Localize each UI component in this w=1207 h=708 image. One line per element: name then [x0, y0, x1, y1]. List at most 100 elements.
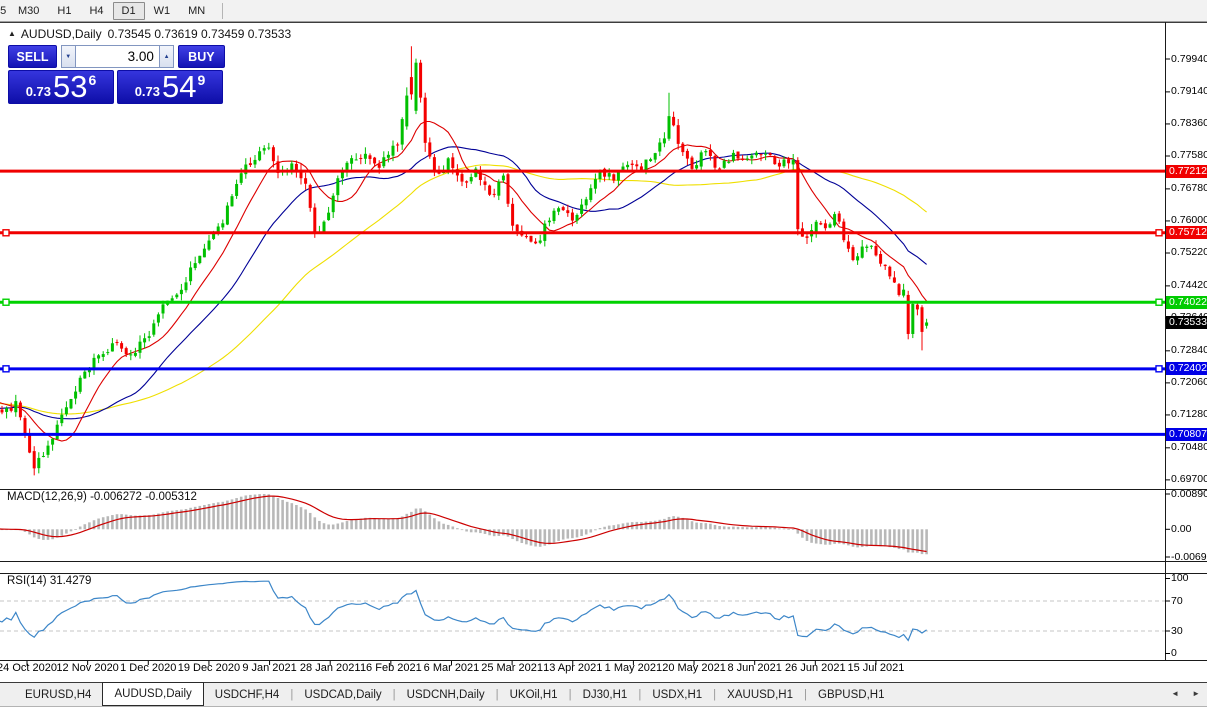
volume-increment-button[interactable]: ▲ [158, 45, 175, 68]
tab-separator: | [713, 688, 717, 701]
chart-canvas[interactable] [0, 22, 1207, 666]
rsi-line [0, 580, 927, 642]
date-label: 28 Jan 2021 [299, 662, 361, 674]
tab-ukoil-h1[interactable]: UKOil,H1 [509, 688, 558, 701]
hline-handle[interactable] [2, 229, 10, 237]
tab-usdx-h1[interactable]: USDX,H1 [652, 688, 703, 701]
price-tick-label: 0.78360 [1171, 117, 1207, 130]
sell-price-pips: 53 [53, 69, 88, 104]
tab-scroll-right-icon[interactable]: ► [1192, 689, 1200, 698]
price-tick-label: 0.72840 [1171, 344, 1207, 357]
buy-button[interactable]: BUY [177, 45, 225, 68]
chart-title: ▲ AUDUSD,Daily 0.73545 0.73619 0.73459 0.7… [8, 27, 291, 41]
sell-button[interactable]: SELL [8, 45, 58, 68]
timeframe-toolbar: M5 M30 H1 H4 D1 W1 MN [0, 0, 1207, 22]
date-label: 20 May 2021 [662, 662, 726, 674]
price-tag-0.73533: 0.73533 [1166, 315, 1207, 329]
one-click-trade-panel: SELL ▼ ▲ BUY 0.73 53 6 0.73 54 9 [8, 45, 225, 104]
ma-line-25 [0, 146, 927, 420]
price-tick-label: 0.75220 [1171, 246, 1207, 259]
buy-price-box[interactable]: 0.73 54 9 [117, 70, 223, 104]
price-tick-label: 0.77580 [1171, 149, 1207, 162]
macd-scale-label: 0.008903 [1171, 487, 1207, 500]
hline-handle[interactable] [2, 298, 10, 306]
timeframe-mn[interactable]: MN [188, 4, 206, 17]
chart-symbol-label: AUDUSD,Daily [20, 27, 102, 41]
rsi-scale-label: 70 [1171, 594, 1183, 607]
price-tag-0.72402: 0.72402 [1166, 362, 1207, 376]
price-tag-0.75712: 0.75712 [1166, 226, 1207, 240]
tab-scroll-nav: ◄ ► [1171, 682, 1200, 705]
ma-line-55 [0, 164, 927, 415]
hline-handle[interactable] [1155, 298, 1163, 306]
price-tick-label: 0.69700 [1171, 473, 1207, 486]
volume-input[interactable] [75, 45, 159, 68]
date-label: 25 Mar 2021 [481, 662, 543, 674]
timeframe-m30[interactable]: M30 [18, 4, 40, 17]
sell-price-prefix: 0.73 [25, 84, 52, 99]
tab-separator: | [638, 688, 642, 701]
rsi-layer [0, 580, 1165, 642]
tab-usdchf-h4[interactable]: USDCHF,H4 [214, 688, 280, 701]
price-tick-label: 0.79940 [1171, 52, 1207, 65]
buy-price-pips: 54 [162, 69, 197, 104]
tab-scroll-left-icon[interactable]: ◄ [1171, 689, 1180, 698]
macd-label: MACD(12,26,9) -0.006272 -0.005312 [7, 491, 197, 503]
tab-separator: | [392, 688, 396, 701]
tab-gbpusd-h1[interactable]: GBPUSD,H1 [818, 688, 885, 701]
timeframe-h4[interactable]: H4 [89, 4, 104, 17]
timeframe-m5[interactable]: M5 [0, 4, 7, 17]
volume-decrement-button[interactable]: ▼ [60, 45, 76, 68]
timeframe-h1[interactable]: H1 [57, 4, 72, 17]
hline-handle[interactable] [1155, 229, 1163, 237]
symbol-tab-bar: EURUSD,H4 AUDUSD,Daily USDCHF,H4 | USDCAD,Da… [0, 682, 1207, 707]
buy-price-point: 9 [197, 72, 206, 88]
collapse-arrow-icon[interactable]: ▲ [8, 29, 16, 38]
candlestick-series [0, 46, 929, 476]
macd-layer [0, 494, 928, 555]
tab-usdcnh-daily[interactable]: USDCNH,Daily [406, 688, 485, 701]
date-label: 1 May 2021 [604, 662, 663, 674]
rsi-label: RSI(14) 31.4279 [7, 575, 92, 587]
price-tag-0.70807: 0.70807 [1166, 427, 1207, 441]
date-label: 26 Jun 2021 [785, 662, 846, 674]
hline-handle[interactable] [1155, 365, 1163, 373]
macd-signal-line [0, 495, 927, 553]
tab-audusd-daily[interactable]: AUDUSD,Daily [102, 682, 204, 706]
rsi-scale-label: 30 [1171, 624, 1183, 637]
timeframe-d1[interactable]: D1 [112, 1, 145, 20]
sell-price-box[interactable]: 0.73 53 6 [8, 70, 114, 104]
rsi-scale-label: 100 [1171, 572, 1189, 584]
date-label: 12 Nov 2020 [56, 662, 119, 674]
price-tick-label: 0.76000 [1171, 214, 1207, 227]
buy-price-prefix: 0.73 [134, 84, 161, 99]
price-tick-label: 0.79140 [1171, 85, 1207, 98]
date-label: 9 Jan 2021 [242, 662, 297, 674]
timeframe-w1[interactable]: W1 [153, 4, 171, 17]
date-label: 24 Oct 2020 [0, 662, 57, 674]
price-tick-label: 0.70480 [1171, 441, 1207, 454]
date-label: 6 Mar 2021 [423, 662, 480, 674]
ma-line-10 [0, 120, 928, 442]
tab-xauusd-h1[interactable]: XAUUSD,H1 [727, 688, 793, 701]
hline-handle[interactable] [2, 365, 10, 373]
rsi-scale-label: 0 [1171, 647, 1177, 659]
toolbar-separator [222, 2, 224, 19]
date-label: 13 Apr 2021 [543, 662, 603, 674]
tab-usdcad-daily[interactable]: USDCAD,Daily [304, 688, 382, 701]
tab-separator: | [568, 688, 572, 701]
macd-scale-label: -0.006994 [1171, 550, 1207, 563]
price-tick-label: 0.74420 [1171, 279, 1207, 292]
date-label: 8 Jun 2021 [727, 662, 782, 674]
date-label: 1 Dec 2020 [120, 662, 177, 674]
chart-ohlc-values: 0.73545 0.73619 0.73459 0.73533 [107, 27, 292, 41]
main-chart-layer [0, 46, 1165, 476]
tab-eurusd-h4[interactable]: EURUSD,H4 [25, 688, 92, 701]
price-tick-label: 0.76780 [1171, 182, 1207, 195]
price-tick-label: 0.72060 [1171, 376, 1207, 389]
date-label: 15 Jul 2021 [847, 662, 905, 674]
tab-dj30-h1[interactable]: DJ30,H1 [582, 688, 628, 701]
date-label: 16 Feb 2021 [359, 662, 422, 674]
date-label: 19 Dec 2020 [177, 662, 241, 674]
